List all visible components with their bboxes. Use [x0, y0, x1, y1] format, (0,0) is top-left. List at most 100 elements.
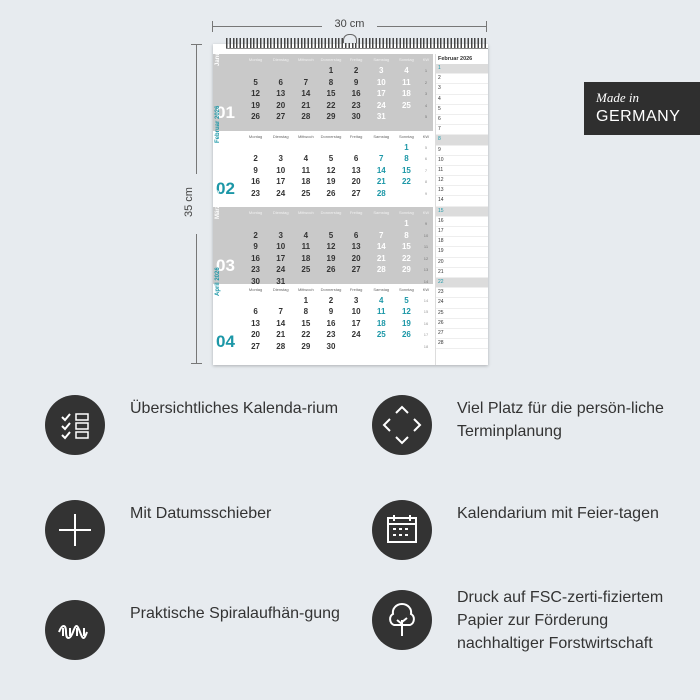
week-row: 23 24 25 26 27 28 29 13 [243, 264, 433, 276]
week-row: 27 28 29 30 18 [243, 341, 433, 353]
month-grid: Montag Dienstag Mittwoch Donnerstag Freitag S… [243, 54, 433, 123]
feature-item: Praktische Spiralaufhän-​gung [45, 600, 385, 680]
day-cell: 3 [278, 154, 283, 164]
month-number: 01 [216, 102, 235, 122]
weekday-label: Sonntag [398, 210, 414, 215]
month-number: 04 [216, 332, 235, 351]
week-row: 13 14 15 16 17 18 19 16 [243, 318, 433, 330]
day-cell: 22 [401, 177, 411, 187]
day-cell: 5 [328, 154, 334, 164]
day-cell: 28 [301, 112, 311, 122]
day-cell: 2 [353, 66, 359, 75]
day-cell: 24 [276, 265, 286, 275]
wall-calendar-image: Januar 2026 01 Montag Dienstag Mittwoch Donne… [213, 44, 488, 365]
week-number: 5 [424, 114, 428, 120]
made-in-germany-badge: Made in GERMANY [584, 82, 700, 135]
weekday-label: Dienstag [272, 210, 289, 215]
slider-day: 27 [436, 329, 488, 340]
day-cell: 26 [251, 112, 261, 122]
day-cell: 22 [401, 253, 411, 263]
week-number: 15 [423, 309, 429, 315]
day-cell: 7 [278, 307, 283, 317]
day-cell [344, 218, 369, 230]
weekday-label: KW [422, 210, 430, 215]
day-cell: 30 [326, 341, 336, 351]
day-cell: 14 [301, 89, 311, 99]
day-cell: 10 [376, 77, 386, 87]
week-row: 1 2 3 4 1 [243, 65, 433, 77]
day-cell: 28 [276, 341, 286, 351]
spiral-icon [45, 600, 105, 660]
day-cell: 13 [251, 318, 261, 328]
week-row: 26 27 28 29 30 31 5 [243, 111, 433, 123]
day-cell: 14 [376, 165, 386, 175]
week-number: 11 [423, 244, 429, 250]
week-row: 9 10 11 12 13 14 15 11 [243, 241, 433, 253]
day-cell [268, 142, 293, 154]
weekday-label: Montag [248, 57, 263, 62]
week-number: 9 [424, 190, 428, 196]
day-cell: 27 [351, 265, 361, 275]
month-label: Januar 2026 01 [213, 44, 242, 131]
day-cell: 24 [276, 188, 286, 198]
week-row: 6 7 8 9 10 11 12 15 [243, 306, 433, 318]
day-cell: 27 [351, 188, 361, 198]
day-cell: 20 [251, 330, 261, 340]
weekday-label: Freitag [349, 286, 363, 292]
day-cell: 22 [301, 330, 311, 340]
day-cell: 27 [251, 341, 261, 351]
week-number: 9 [424, 221, 428, 226]
day-cell [394, 188, 419, 200]
month-block: März 2026 03 Montag Dienstag Mittwoch Donners… [213, 190, 433, 286]
month-label: März 2026 03 [213, 190, 242, 284]
day-cell: 1 [303, 295, 309, 305]
slider-day: 4 [436, 95, 488, 105]
day-cell: 10 [276, 165, 286, 175]
tree-icon [372, 590, 432, 650]
week-number: 13 [423, 267, 429, 273]
slider-day: 20 [436, 258, 488, 268]
week-row: 5 6 7 8 9 10 11 2 [243, 77, 433, 89]
slider-day: 6 [436, 115, 488, 126]
day-cell: 31 [376, 112, 386, 122]
day-cell [293, 65, 318, 77]
slider-day: 28 [436, 339, 488, 350]
month-grid: Montag Dienstag Mittwoch Donnerstag Freitag S… [243, 284, 433, 353]
day-cell: 9 [253, 165, 258, 175]
day-cell: 24 [351, 330, 361, 340]
day-cell: 23 [326, 330, 336, 340]
day-cell: 7 [303, 77, 309, 87]
weekday-label: KW [422, 286, 430, 292]
weekday-label: Mittwoch [297, 133, 314, 139]
day-cell [344, 341, 369, 353]
day-cell [268, 65, 293, 77]
day-cell: 21 [376, 253, 386, 263]
slider-day: 17 [436, 227, 488, 238]
day-cell: 1 [404, 142, 409, 152]
week-row: 9 10 11 12 13 14 15 7 [243, 165, 433, 177]
slider-day: 8 [436, 135, 488, 146]
day-cell: 19 [251, 100, 261, 110]
day-cell [344, 142, 369, 154]
slider-day: 3 [436, 84, 488, 95]
day-cell: 4 [303, 154, 309, 164]
day-cell: 15 [401, 165, 411, 175]
day-cell: 20 [351, 177, 361, 187]
day-cell: 19 [326, 177, 336, 187]
weekday-header: Montag Dienstag Mittwoch Donnerstag Freitag S… [243, 54, 433, 65]
day-cell: 17 [276, 177, 286, 187]
weekday-label: Sonntag [398, 133, 414, 139]
day-cell [394, 341, 419, 353]
calendar-icon [372, 500, 432, 560]
week-row: 16 17 18 19 20 21 22 12 [243, 253, 433, 265]
feature-text: Kalendarium mit Feier-​tagen [457, 505, 659, 522]
week-row: 30 31 14 [243, 276, 433, 288]
weekday-label: Freitag [349, 57, 363, 62]
slider-day: 19 [436, 247, 488, 258]
week-number: 1 [424, 68, 428, 73]
slider-day: 21 [436, 268, 488, 278]
day-cell [268, 218, 293, 230]
day-cell: 24 [376, 100, 386, 110]
week-number: 7 [424, 167, 428, 173]
